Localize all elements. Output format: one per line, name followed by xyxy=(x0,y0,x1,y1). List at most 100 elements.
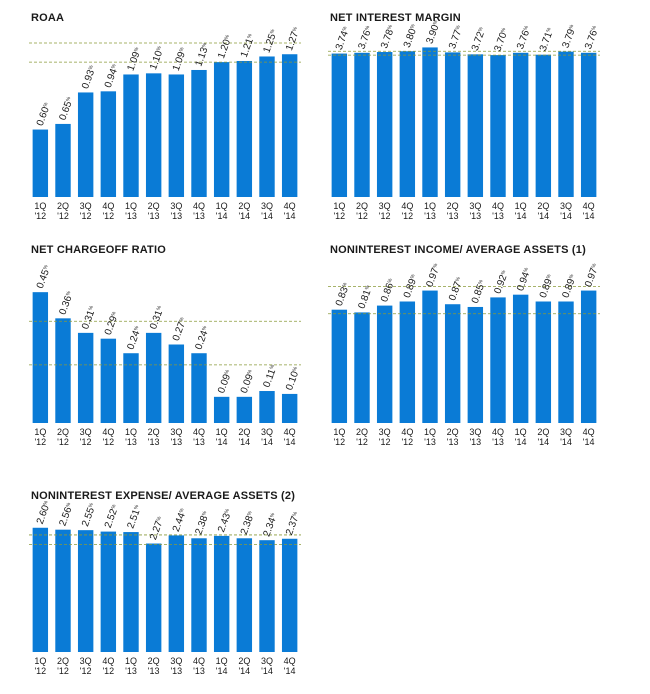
tick-label: 2Q xyxy=(537,201,549,211)
data-label: 0.45% xyxy=(35,263,54,290)
bar xyxy=(331,53,348,197)
tick-label: 1Q xyxy=(515,201,527,211)
bar xyxy=(213,396,230,423)
tick-label: '12 xyxy=(102,666,114,676)
tick-label: 1Q xyxy=(333,427,345,437)
tick-label: 4Q xyxy=(193,201,205,211)
chart-net-chargeoff-ratio: 0.45%0.36%0.31%0.29%0.24% 0.31%0.27%0.24%… xyxy=(29,263,303,447)
data-label: 3.78% xyxy=(379,23,398,50)
tick-label: 1Q xyxy=(515,427,527,437)
tick-label: 1Q xyxy=(125,427,137,437)
data-label: 0.27% xyxy=(171,316,190,343)
data-label: 0.31% xyxy=(80,304,99,331)
data-label: 3.76% xyxy=(356,24,375,51)
tick-label: '13 xyxy=(148,437,160,447)
tick-label: '14 xyxy=(284,211,296,221)
data-label: 0.85% xyxy=(470,278,489,305)
tick-label: 2Q xyxy=(148,656,160,666)
tick-label: 1Q xyxy=(34,201,46,211)
data-label: 3.79% xyxy=(560,23,579,50)
tick-label: '13 xyxy=(424,437,436,447)
tick-label: '12 xyxy=(34,437,46,447)
tick-label: '13 xyxy=(193,437,205,447)
data-label: 0.83% xyxy=(334,281,353,308)
tick-label: '13 xyxy=(469,437,481,447)
bar xyxy=(444,52,461,198)
tick-label: '12 xyxy=(34,211,46,221)
bar xyxy=(331,309,348,423)
tick-label: 3Q xyxy=(469,201,481,211)
data-label: 0.29% xyxy=(103,310,122,337)
data-label: 0.11% xyxy=(261,363,279,389)
tick-label: 1Q xyxy=(34,656,46,666)
tick-label: 3Q xyxy=(379,201,391,211)
tick-label: '12 xyxy=(401,437,413,447)
data-label: 0.60% xyxy=(35,101,54,128)
tick-label: '13 xyxy=(125,211,137,221)
bar xyxy=(236,538,253,652)
tick-label: 3Q xyxy=(379,427,391,437)
tick-label: 1Q xyxy=(125,656,137,666)
tick-label: '14 xyxy=(216,666,228,676)
bar xyxy=(145,73,162,197)
tick-label: '13 xyxy=(492,211,504,221)
tick-label: 4Q xyxy=(284,427,296,437)
data-label: 3.76% xyxy=(515,24,534,51)
bar xyxy=(399,51,416,198)
data-label: 2.38% xyxy=(239,510,258,537)
data-label: 1.27% xyxy=(284,26,303,53)
bar xyxy=(55,123,71,197)
data-label: 3.74% xyxy=(334,25,353,52)
tick-label: 4Q xyxy=(583,201,595,211)
tick-label: '13 xyxy=(148,211,160,221)
tick-label: '14 xyxy=(515,437,527,447)
tick-label: 4Q xyxy=(102,427,114,437)
tick-label: '13 xyxy=(148,666,160,676)
tick-label: 2Q xyxy=(148,427,160,437)
tick-label: '13 xyxy=(193,666,205,676)
chart-title-noninterest-income: NONINTEREST INCOME/ AVERAGE ASSETS (1) xyxy=(330,244,586,256)
tick-label: 2Q xyxy=(447,427,459,437)
tick-label: '12 xyxy=(333,211,345,221)
data-label: 0.94% xyxy=(515,266,534,293)
tick-label: 4Q xyxy=(401,427,413,437)
tick-label: '13 xyxy=(469,211,481,221)
bar xyxy=(191,353,207,423)
tick-label: 4Q xyxy=(492,427,504,437)
data-label: 1.20% xyxy=(216,33,235,60)
tick-label: 4Q xyxy=(193,656,205,666)
bar xyxy=(354,52,370,198)
tick-label: '12 xyxy=(102,211,114,221)
bar xyxy=(123,532,139,652)
tick-label: 4Q xyxy=(583,427,595,437)
bar xyxy=(259,540,275,652)
data-label: 0.97% xyxy=(424,262,443,289)
tick-label: 2Q xyxy=(238,427,250,437)
data-label: 3.70% xyxy=(492,26,511,53)
bar xyxy=(490,297,506,423)
data-label: 1.09% xyxy=(125,46,144,73)
tick-label: '14 xyxy=(284,437,296,447)
tick-label: 4Q xyxy=(102,201,114,211)
tick-label: 3Q xyxy=(80,201,92,211)
data-label: 0.24% xyxy=(125,324,144,351)
chart-roaa: 0.60% 0.65%0.93% 0.94% 1.09% 1.10%1.09% 1.13%… xyxy=(29,26,303,221)
tick-label: 2Q xyxy=(447,201,459,211)
data-label: 0.10% xyxy=(284,365,303,392)
tick-label: 2Q xyxy=(148,201,160,211)
bar xyxy=(512,294,529,423)
tick-label: 4Q xyxy=(284,201,296,211)
bar xyxy=(191,538,207,652)
tick-label: '14 xyxy=(560,437,572,447)
data-label: 1.21% xyxy=(239,32,258,59)
bar xyxy=(376,52,393,198)
data-label: 3.80% xyxy=(402,23,421,50)
bar xyxy=(558,51,574,198)
tick-label: 1Q xyxy=(34,427,46,437)
bar xyxy=(145,543,162,652)
tick-label: 1Q xyxy=(216,656,228,666)
tick-label: 2Q xyxy=(57,656,69,666)
chart-title-net-chargeoff-ratio: NET CHARGEOFF RATIO xyxy=(31,244,166,256)
tick-label: 2Q xyxy=(356,427,368,437)
tick-label: '12 xyxy=(401,211,413,221)
